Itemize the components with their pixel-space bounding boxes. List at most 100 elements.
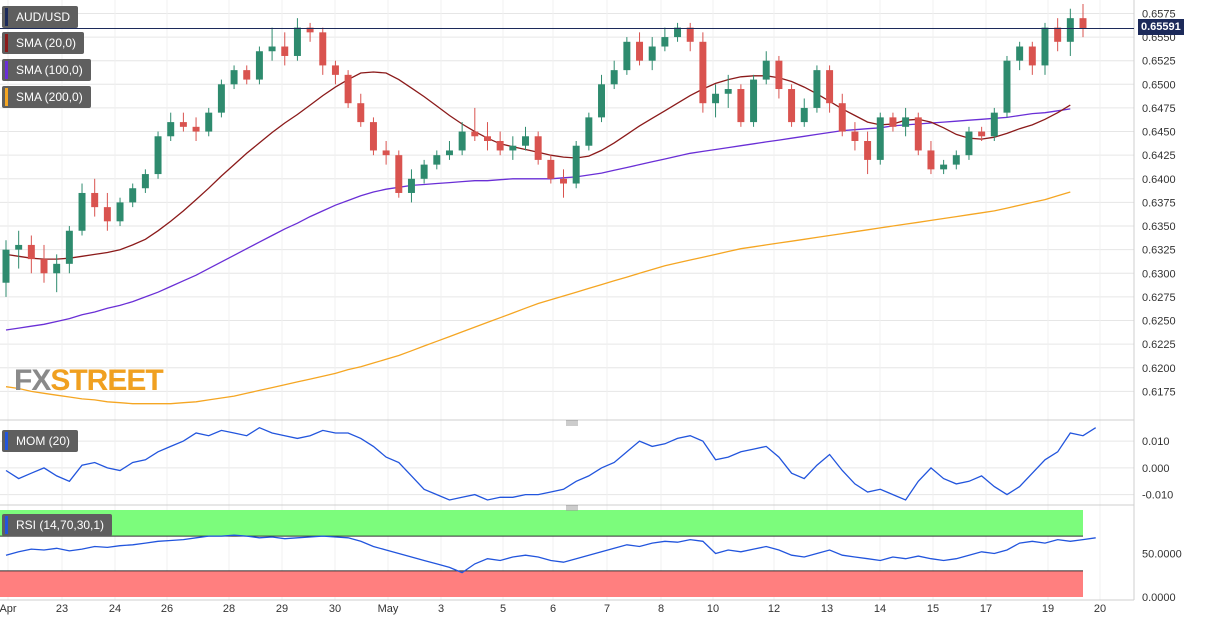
candle-body <box>15 244 23 250</box>
candle-body <box>103 207 111 222</box>
price-tick-label: 0.6525 <box>1142 56 1176 68</box>
x-tick-label: May <box>378 603 399 615</box>
rsi-tick-label: 50.0000 <box>1142 549 1182 561</box>
price-tick-label: 0.6225 <box>1142 339 1176 351</box>
legend-swatch <box>5 432 8 450</box>
candle-body <box>750 79 758 123</box>
candle-body <box>78 192 86 231</box>
x-tick-label: 17 <box>980 603 992 615</box>
candle-body <box>598 84 606 118</box>
watermark: FXSTREET <box>14 364 164 398</box>
grid <box>0 0 1134 600</box>
legend-mom[interactable]: MOM (20) <box>2 430 78 452</box>
candle-body <box>547 159 555 179</box>
candle-body <box>217 84 225 113</box>
candle-body <box>876 117 884 160</box>
candle-body <box>851 131 859 141</box>
legend-swatch <box>5 88 8 106</box>
candle-body <box>344 74 352 104</box>
candle-body <box>407 178 415 193</box>
candle-body <box>268 46 276 52</box>
price-tick-label: 0.6375 <box>1142 197 1176 209</box>
mom-tick-label: 0.010 <box>1142 436 1170 448</box>
candle-body <box>205 112 213 132</box>
price-tick-label: 0.6500 <box>1142 79 1176 91</box>
candle-body <box>800 107 808 123</box>
candle-body <box>965 131 973 156</box>
price-tick-label: 0.6175 <box>1142 386 1176 398</box>
candle-body <box>978 131 986 137</box>
candle-body <box>990 112 998 137</box>
candle-body <box>281 46 289 56</box>
rsi-bands <box>0 510 1083 597</box>
price-tick-label: 0.6325 <box>1142 245 1176 257</box>
x-tick-label: 14 <box>874 603 886 615</box>
candle-body <box>940 164 948 170</box>
candle-body <box>458 131 466 151</box>
axes <box>0 0 1135 601</box>
candle-body <box>826 70 834 104</box>
candle-body <box>53 263 61 274</box>
candle-body <box>179 122 187 127</box>
candle-body <box>674 27 682 38</box>
candle-body <box>445 150 453 156</box>
legend-rsi[interactable]: RSI (14,70,30,1) <box>2 514 113 536</box>
legend-swatch <box>5 8 8 26</box>
candle-body <box>864 141 872 160</box>
legend-label: RSI (14,70,30,1) <box>16 518 105 532</box>
candle-body <box>1028 46 1036 66</box>
candle-body <box>1079 18 1087 29</box>
candle-body <box>496 141 504 151</box>
candle-body <box>661 37 669 47</box>
candle-body <box>585 117 593 146</box>
legend-sma100[interactable]: SMA (100,0) <box>2 59 91 81</box>
candle-body <box>65 230 73 264</box>
candle-body <box>483 136 491 141</box>
candle-body <box>623 41 631 71</box>
candle-body <box>369 122 377 151</box>
candle-body <box>319 32 327 66</box>
candle-body <box>775 60 783 90</box>
candle-body <box>509 145 517 151</box>
x-tick-label: Apr <box>0 603 17 615</box>
legend-swatch <box>5 516 8 534</box>
candle-body <box>534 136 542 160</box>
candle-body <box>1041 27 1049 66</box>
candles <box>2 4 1087 297</box>
legend-sma200[interactable]: SMA (200,0) <box>2 86 91 108</box>
x-tick-label: 19 <box>1042 603 1054 615</box>
price-tick-label: 0.6400 <box>1142 174 1176 186</box>
candle-body <box>154 136 162 175</box>
candle-body <box>255 51 263 80</box>
candle-body <box>293 27 301 56</box>
price-tick-label: 0.6350 <box>1142 221 1176 233</box>
candle-body <box>927 150 935 170</box>
candle-body <box>610 70 618 85</box>
candle-body <box>686 27 694 42</box>
candle-body <box>141 174 149 189</box>
candle-body <box>648 46 656 61</box>
x-tick-label: 7 <box>604 603 610 615</box>
x-tick-label: 23 <box>56 603 68 615</box>
legend-price[interactable]: AUD/USD <box>2 6 79 28</box>
x-tick-label: 29 <box>276 603 288 615</box>
price-tick-label: 0.6425 <box>1142 150 1176 162</box>
rsi-overbought-zone <box>0 510 1083 537</box>
price-tick-label: 0.6200 <box>1142 363 1176 375</box>
legend-sma20[interactable]: SMA (20,0) <box>2 32 85 54</box>
x-tick-label: 10 <box>707 603 719 615</box>
candle-body <box>167 122 175 137</box>
x-tick-label: 3 <box>438 603 444 615</box>
x-tick-label: 13 <box>821 603 833 615</box>
sma200-line <box>5 191 1071 405</box>
candle-body <box>788 89 796 123</box>
legend-label: SMA (100,0) <box>16 63 83 77</box>
candle-body <box>382 150 390 156</box>
watermark-fx: FX <box>14 364 51 397</box>
candle-body <box>762 60 770 80</box>
price-tick-label: 0.6275 <box>1142 292 1176 304</box>
rsi-oversold-zone <box>0 570 1083 597</box>
candle-body <box>560 178 567 184</box>
candle-body <box>40 259 48 274</box>
